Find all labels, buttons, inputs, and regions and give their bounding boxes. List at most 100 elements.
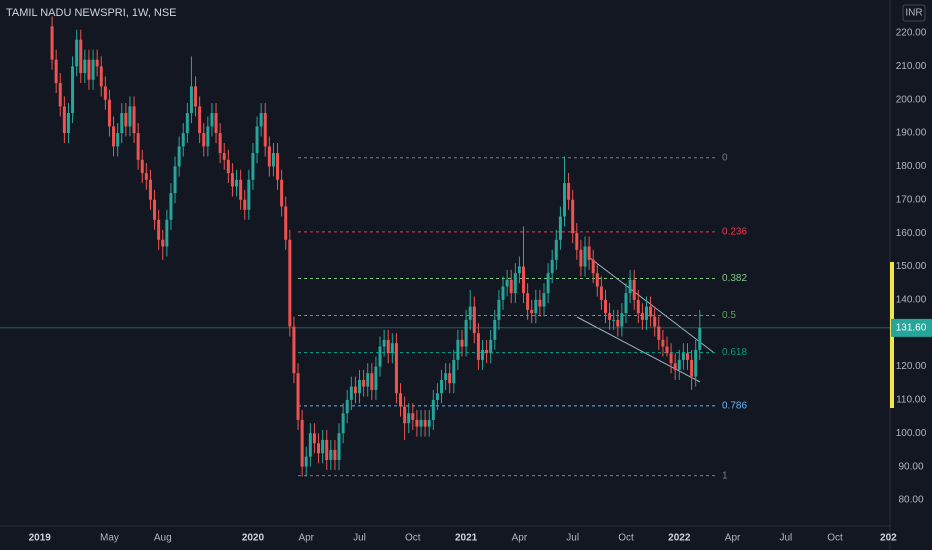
candle-body [370,373,374,390]
candle-body [694,349,698,377]
fib-label: 0.236 [722,226,747,237]
candle-body [649,306,653,317]
trendline [589,257,714,353]
candle-body [308,433,312,457]
candle-body [116,133,120,147]
candle-body [83,59,87,74]
x-tick-label: Oct [405,533,421,544]
candle-body [690,359,694,377]
chart-title: TAMIL NADU NEWSPRI, 1W, NSE [6,7,177,19]
candle-body [394,343,398,394]
candle-body [587,246,591,260]
x-tick-label: Jul [779,533,792,544]
candle-body [226,159,230,174]
candle-body [91,59,95,80]
candle-body [673,363,677,370]
candle-body [124,113,128,127]
candle-body [374,366,378,390]
candle-body [300,419,304,467]
candle-body [386,339,390,354]
candle-body [161,239,165,247]
candle-body [112,126,116,147]
fib-label: 0.382 [722,273,747,284]
fib-label: 0.5 [722,310,736,321]
fib-label: 0.786 [722,401,747,412]
candle-body [632,279,636,300]
candle-body [497,299,501,320]
candle-body [144,173,148,180]
candle-body [366,373,370,387]
candle-body [595,273,599,287]
candle-body [620,313,624,327]
candle-body [189,86,193,114]
candle-body [526,293,530,310]
candle-body [214,113,218,134]
candle-body [612,319,616,321]
candle-body [481,349,485,360]
candle-body [677,359,681,370]
candle-body [644,306,648,320]
candle-body [95,59,99,67]
candle-body [444,373,448,380]
candle-body [132,106,136,134]
candle-body [435,393,439,400]
x-tick-label: Oct [618,533,634,544]
candle-body [75,39,79,67]
candle-body [271,153,275,167]
candle-body [288,239,292,327]
candle-body [284,206,288,240]
candle-body [599,286,603,300]
candle-body [419,419,423,427]
x-tick-label: 2022 [668,533,691,544]
candle-body [489,339,493,354]
candle-body [464,319,468,347]
candle-body [411,413,415,420]
candle-body [542,293,546,307]
y-tick-label: 170.00 [896,194,927,205]
candle-body [181,133,185,147]
candle-body [353,386,357,394]
candle-body [349,386,353,400]
candle-body [476,333,480,360]
candle-body [653,316,657,327]
x-tick-label: Jul [353,533,366,544]
candle-body [427,419,431,427]
x-tick-label: Apr [725,533,741,544]
candle-body [448,373,452,384]
x-tick-label: Aug [154,533,172,544]
candle-body [87,59,91,80]
candle-body [608,313,612,320]
candle-body [665,346,669,354]
candle-body [222,153,226,160]
candle-body [58,83,62,107]
candle-body [292,326,296,374]
candle-body [456,339,460,360]
candle-body [276,153,280,180]
candle-body [185,113,189,134]
x-tick-label: Jul [566,533,579,544]
candle-body [362,379,366,387]
candle-body [259,113,263,127]
candle-body [513,273,517,294]
candle-body [169,193,173,220]
candle-body [603,299,607,314]
candle-body [407,413,411,424]
candle-body [66,113,70,134]
candle-body [505,279,509,287]
candle-body [312,433,316,444]
candle-body [251,153,255,180]
y-tick-label: 180.00 [896,161,927,172]
candle-body [153,199,157,220]
candle-body [247,179,251,210]
y-tick-label: 140.00 [896,294,927,305]
candle-body [399,393,403,407]
y-tick-label: 80.00 [898,495,923,506]
candle-body [230,173,234,187]
candle-body [296,373,300,420]
candle-body [341,413,345,434]
candle-body [333,449,337,460]
candle-body [345,399,349,414]
candle-body [99,66,103,87]
candle-body [681,353,685,360]
